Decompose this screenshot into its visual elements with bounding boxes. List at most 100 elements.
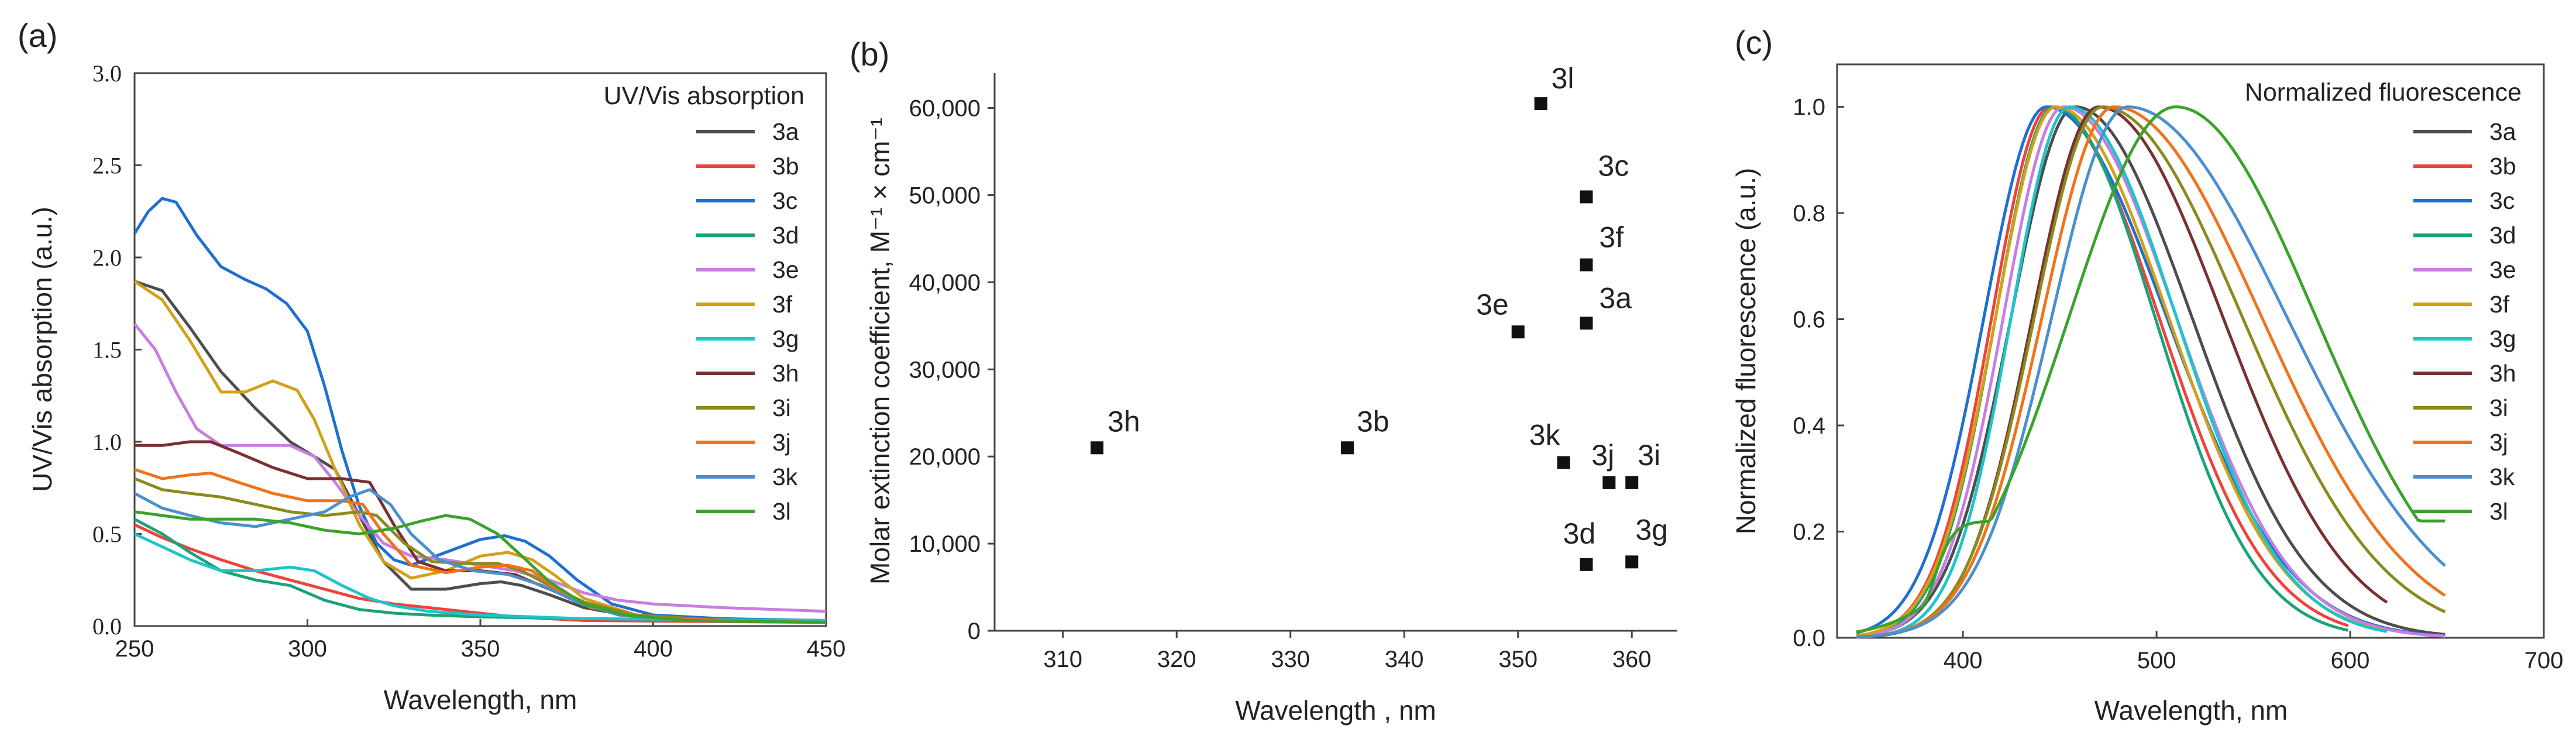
- scatter-point-3k: [1557, 456, 1570, 469]
- panel-a-ytick-label: 3.0: [92, 60, 122, 87]
- panel-b-xlabel: Wavelength , nm: [1235, 695, 1436, 726]
- panel-a-ytick-label: 0.5: [92, 521, 122, 548]
- legend-label-3d: 3d: [772, 222, 799, 249]
- legend-label-3i: 3i: [2489, 394, 2508, 421]
- legend-label-3k: 3k: [2489, 463, 2515, 490]
- legend-label-3h: 3h: [772, 360, 799, 387]
- legend-label-3e: 3e: [772, 256, 799, 283]
- panel-c-ticks: 400 500 600 700 0.0 0.2 0.4 0.6 0.8 1.0: [1793, 95, 2563, 673]
- legend-label-3f: 3f: [2489, 291, 2510, 318]
- panel-b-xtick-label: 330: [1271, 647, 1310, 672]
- panel-b-ytick-label: 10,000: [909, 531, 981, 557]
- scatter-label-3h: 3h: [1108, 405, 1140, 438]
- panel-a-ytick-label: 2.0: [92, 245, 122, 271]
- panel-c-ytick-label: 1.0: [1793, 95, 1825, 121]
- panel-a-ytick-label: 1.0: [92, 429, 122, 455]
- legend-label-3c: 3c: [772, 187, 797, 214]
- scatter-point-3c: [1580, 190, 1593, 204]
- legend-label-3g: 3g: [2489, 325, 2516, 352]
- legend-label-3b: 3b: [772, 153, 799, 180]
- panel-b: (b) 310 320 330 340 350 360 0 10,000 20,000 30,00…: [850, 36, 1677, 726]
- fluor-line-3e: [1856, 105, 2446, 638]
- panel-b-xtick-label: 340: [1385, 647, 1424, 672]
- fluor-line-3l: [1856, 105, 2446, 634]
- panel-b-points: 3l 3c 3f 3e 3a 3h 3b 3k 3j 3i 3d 3g: [1091, 62, 1668, 571]
- legend-label-3a: 3a: [772, 118, 799, 145]
- scatter-point-3d: [1580, 558, 1593, 571]
- scatter-label-3f: 3f: [1599, 221, 1624, 254]
- legend-label-3a: 3a: [2489, 118, 2516, 145]
- panel-a-ylabel: UV/Vis absorption (a.u.): [27, 207, 57, 492]
- legend-label-3j: 3j: [2489, 429, 2508, 456]
- panel-c-xtick-label: 700: [2525, 648, 2564, 673]
- series-line-3f: [133, 280, 827, 624]
- panel-c-ytick-label: 0.2: [1793, 520, 1825, 545]
- panel-a-ticks: 250 300 350 400 450 0.0 0.5 1.0 1.5 2.0 2.5 3.0: [92, 60, 845, 662]
- panel-b-ytick-label: 30,000: [909, 357, 981, 383]
- scatter-point-3j: [1602, 476, 1616, 489]
- panel-c-xlabel: Wavelength, nm: [2094, 695, 2288, 726]
- panel-c-label: (c): [1735, 24, 1773, 61]
- panel-a-ytick-label: 2.5: [92, 153, 122, 179]
- panel-c-ytick-label: 0.6: [1793, 307, 1825, 333]
- legend-label-3f: 3f: [772, 291, 793, 318]
- scatter-point-3i: [1625, 476, 1639, 489]
- panel-a-xtick-label: 300: [288, 636, 327, 662]
- series-line-3e: [133, 322, 827, 613]
- scatter-label-3g: 3g: [1635, 513, 1668, 546]
- panel-a-legend: 3a 3b 3c 3d 3e 3f 3g 3h 3i 3j 3k 3l: [696, 118, 799, 525]
- fluor-line-3g: [1856, 105, 2388, 639]
- scatter-point-3e: [1511, 325, 1525, 339]
- panel-c: (c) 400 500 600 700 0.0 0.2 0.4 0.6 0.8 1.0 Norma…: [1731, 24, 2563, 726]
- scatter-point-3a: [1580, 317, 1593, 330]
- series-line-3h: [135, 440, 827, 624]
- legend-label-3d: 3d: [2489, 222, 2516, 249]
- panel-a-xtick-label: 450: [807, 636, 846, 662]
- panel-c-ylabel: Normalized fluorescence (a.u.): [1731, 168, 1761, 534]
- panel-b-ticks: 310 320 330 340 350 360 0 10,000 20,000 30,000 40,…: [909, 96, 1652, 672]
- series-line-3l: [134, 510, 827, 624]
- panel-a: (a) 250 300 350 400 450 0.0 0.5 1.0 1.5 2.0 2.5 3.0…: [18, 17, 845, 715]
- scatter-label-3l: 3l: [1552, 62, 1574, 95]
- panel-c-ytick-label: 0.4: [1793, 413, 1825, 439]
- fluor-line-3c: [1856, 105, 2446, 637]
- scatter-label-3b: 3b: [1357, 405, 1390, 438]
- legend-label-3k: 3k: [772, 463, 798, 490]
- series-line-3d: [133, 518, 827, 622]
- panel-b-ytick-label: 60,000: [909, 96, 981, 122]
- scatter-label-3i: 3i: [1638, 439, 1660, 472]
- panel-b-xtick-label: 310: [1043, 647, 1082, 672]
- panel-b-ytick-label: 0: [968, 618, 981, 644]
- panel-b-xtick-label: 350: [1498, 647, 1538, 672]
- panel-b-ytick-label: 50,000: [909, 183, 981, 208]
- series-line-3k: [133, 488, 827, 624]
- panel-a-xtick-label: 400: [634, 636, 673, 662]
- panel-c-plot-area: [1836, 63, 2545, 639]
- scatter-label-3a: 3a: [1599, 281, 1632, 314]
- legend-label-3b: 3b: [2489, 153, 2516, 180]
- scatter-point-3g: [1625, 555, 1639, 569]
- panel-c-ytick-label: 0.8: [1793, 201, 1825, 226]
- scatter-point-3f: [1580, 258, 1593, 271]
- panel-a-xtick-label: 250: [115, 636, 154, 662]
- panel-c-xtick-label: 500: [2137, 648, 2176, 673]
- scatter-label-3j: 3j: [1591, 439, 1614, 472]
- fluor-line-3i: [1856, 105, 2446, 639]
- panel-b-label: (b): [850, 36, 889, 73]
- panel-a-ytick-label: 1.5: [92, 337, 122, 363]
- series-line-3i: [134, 477, 827, 624]
- series-line-3a: [134, 280, 827, 624]
- panel-c-xtick-label: 600: [2331, 648, 2370, 673]
- scatter-point-3b: [1340, 441, 1354, 455]
- fluor-line-3k: [1856, 105, 2446, 639]
- scatter-label-3e: 3e: [1476, 288, 1509, 321]
- panel-a-lines: [133, 197, 827, 624]
- legend-label-3h: 3h: [2489, 360, 2516, 387]
- legend-label-3g: 3g: [772, 325, 799, 352]
- legend-label-3l: 3l: [772, 498, 791, 525]
- scatter-label-3k: 3k: [1529, 419, 1561, 452]
- panel-b-ytick-label: 20,000: [909, 444, 981, 470]
- fluor-line-3a: [1856, 105, 2446, 638]
- panel-a-label: (a): [18, 17, 57, 54]
